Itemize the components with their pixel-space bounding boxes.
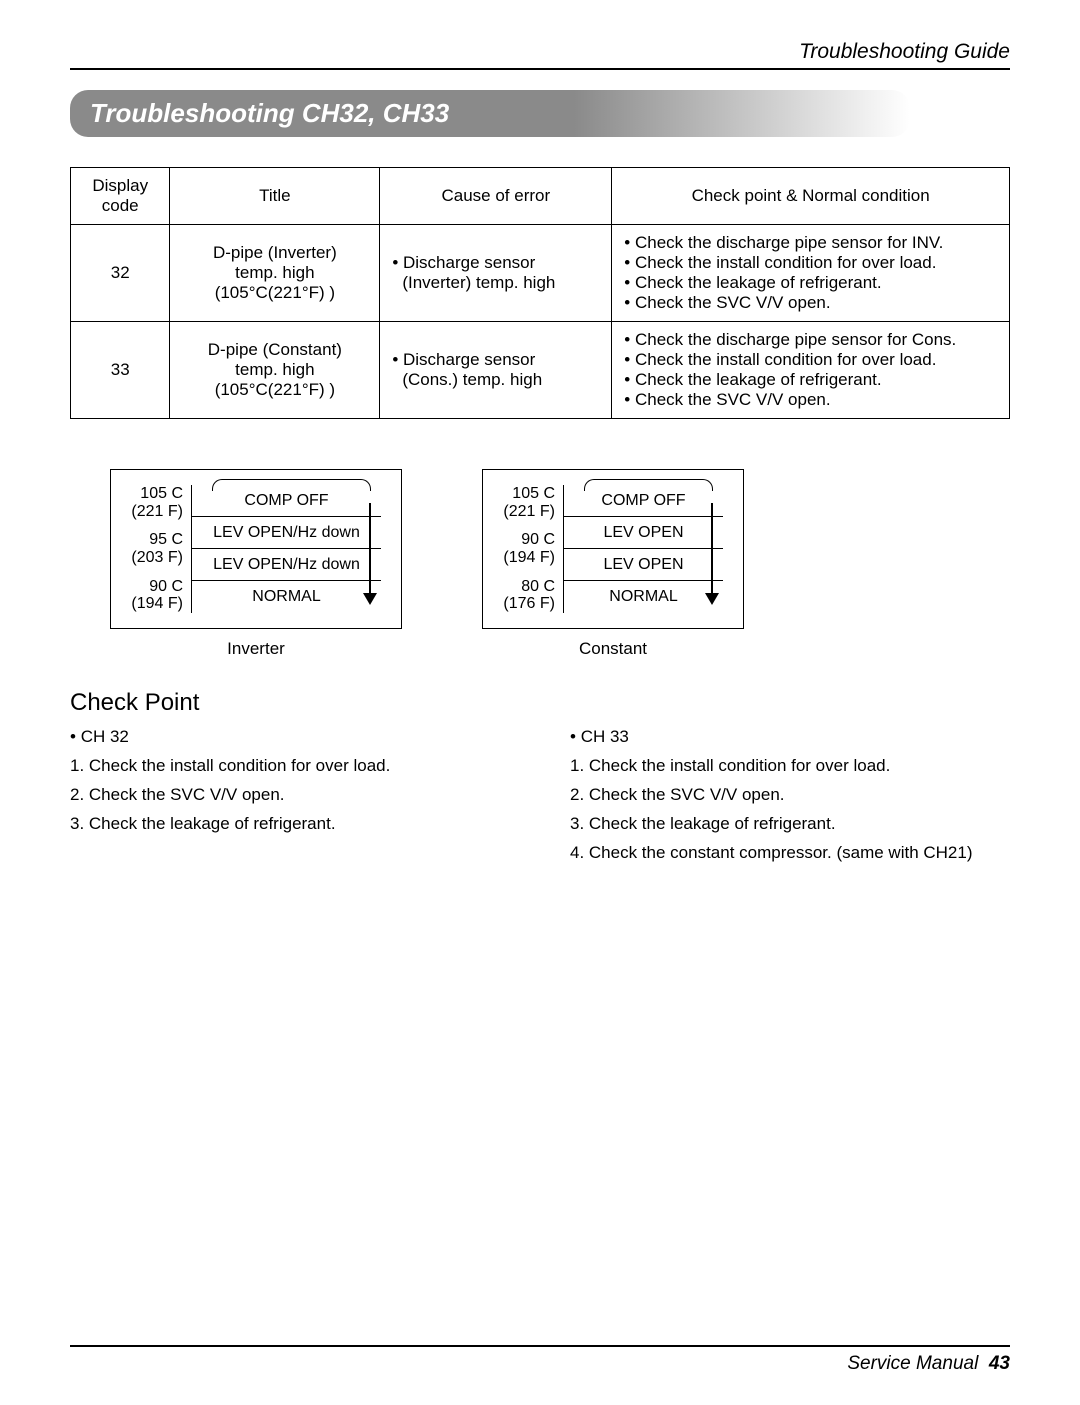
th-code: Display code xyxy=(71,168,170,225)
state-label: NORMAL xyxy=(609,588,677,606)
cell-title-l3: (105°C(221°F) ) xyxy=(182,380,367,400)
state-label: LEV OPEN xyxy=(603,556,683,574)
temp-label: 105 C(221 F) xyxy=(493,485,555,520)
check-item: Check the discharge pipe sensor for Cons… xyxy=(624,330,997,350)
footer-page-number: 43 xyxy=(989,1353,1010,1374)
state-row: COMP OFF xyxy=(191,485,381,517)
cell-cause-l2: (Cons.) temp. high xyxy=(392,370,599,390)
arrow-down-icon xyxy=(363,593,377,605)
cell-code: 33 xyxy=(71,322,170,419)
check-point-right: CH 33 1. Check the install condition for… xyxy=(570,723,1010,867)
cell-title: D-pipe (Constant) temp. high (105°C(221°… xyxy=(170,322,380,419)
state-label: COMP OFF xyxy=(601,492,685,510)
state-row: COMP OFF xyxy=(563,485,723,517)
cell-check: Check the discharge pipe sensor for INV.… xyxy=(612,225,1010,322)
cp-heading: CH 32 xyxy=(70,723,510,752)
cell-cause-l1: • Discharge sensor xyxy=(392,253,599,273)
check-item: Check the SVC V/V open. xyxy=(624,293,997,313)
diagram-box: 105 C(221 F) 95 C(203 F) 90 C(194 F) COM… xyxy=(110,469,402,629)
check-point-title: Check Point xyxy=(70,689,1010,717)
cell-title: D-pipe (Inverter) temp. high (105°C(221°… xyxy=(170,225,380,322)
temp-column: 105 C(221 F) 95 C(203 F) 90 C(194 F) xyxy=(121,485,191,613)
page-footer: Service Manual 43 xyxy=(70,1345,1010,1375)
cell-cause-l2: (Inverter) temp. high xyxy=(392,273,599,293)
check-item: Check the leakage of refrigerant. xyxy=(624,273,997,293)
table-row: 33 D-pipe (Constant) temp. high (105°C(2… xyxy=(71,322,1010,419)
diagrams-row: 105 C(221 F) 95 C(203 F) 90 C(194 F) COM… xyxy=(110,469,1010,659)
arrow-line-icon xyxy=(711,503,713,603)
cell-cause: • Discharge sensor (Inverter) temp. high xyxy=(380,225,612,322)
cell-cause: • Discharge sensor (Cons.) temp. high xyxy=(380,322,612,419)
check-item: Check the install condition for over loa… xyxy=(624,253,997,273)
error-table: Display code Title Cause of error Check … xyxy=(70,167,1010,419)
check-item: Check the leakage of refrigerant. xyxy=(624,370,997,390)
cell-title-l2: temp. high xyxy=(182,360,367,380)
temp-label: 105 C(221 F) xyxy=(121,485,183,520)
section-banner: Troubleshooting CH32, CH33 xyxy=(70,90,910,137)
diagram-constant: 105 C(221 F) 90 C(194 F) 80 C(176 F) COM… xyxy=(482,469,744,659)
header-guide-title: Troubleshooting Guide xyxy=(70,40,1010,70)
check-item: Check the SVC V/V open. xyxy=(624,390,997,410)
state-label: LEV OPEN xyxy=(603,524,683,542)
check-point-section: Check Point CH 32 1. Check the install c… xyxy=(70,689,1010,867)
state-label: LEV OPEN/Hz down xyxy=(213,556,360,574)
cp-item: 3. Check the leakage of refrigerant. xyxy=(570,810,1010,839)
th-title: Title xyxy=(170,168,380,225)
cell-title-l1: D-pipe (Constant) xyxy=(182,340,367,360)
state-row: NORMAL xyxy=(191,581,381,613)
state-row: NORMAL xyxy=(563,581,723,613)
arrow-down-icon xyxy=(705,593,719,605)
curve-icon xyxy=(212,479,371,491)
table-row: 32 D-pipe (Inverter) temp. high (105°C(2… xyxy=(71,225,1010,322)
cell-cause-l1: • Discharge sensor xyxy=(392,350,599,370)
check-item: Check the discharge pipe sensor for INV. xyxy=(624,233,997,253)
state-row: LEV OPEN/Hz down xyxy=(191,517,381,549)
footer-label: Service Manual xyxy=(847,1353,978,1374)
state-row: LEV OPEN xyxy=(563,517,723,549)
check-point-left: CH 32 1. Check the install condition for… xyxy=(70,723,510,867)
cell-title-l2: temp. high xyxy=(182,263,367,283)
check-item: Check the install condition for over loa… xyxy=(624,350,997,370)
state-label: COMP OFF xyxy=(244,492,328,510)
arrow-line-icon xyxy=(369,503,371,603)
cell-title-l1: D-pipe (Inverter) xyxy=(182,243,367,263)
temp-label: 95 C(203 F) xyxy=(121,531,183,566)
state-column: COMP OFF LEV OPEN/Hz down LEV OPEN/Hz do… xyxy=(191,485,381,613)
temp-label: 80 C(176 F) xyxy=(493,578,555,613)
cp-item: 1. Check the install condition for over … xyxy=(70,752,510,781)
cell-check: Check the discharge pipe sensor for Cons… xyxy=(612,322,1010,419)
cell-code: 32 xyxy=(71,225,170,322)
cp-item: 2. Check the SVC V/V open. xyxy=(570,781,1010,810)
state-column: COMP OFF LEV OPEN LEV OPEN NORMAL xyxy=(563,485,723,613)
state-label: LEV OPEN/Hz down xyxy=(213,524,360,542)
curve-icon xyxy=(584,479,713,491)
cp-heading: CH 33 xyxy=(570,723,1010,752)
cell-title-l3: (105°C(221°F) ) xyxy=(182,283,367,303)
state-label: NORMAL xyxy=(252,588,320,606)
cp-item: 2. Check the SVC V/V open. xyxy=(70,781,510,810)
cp-item: 3. Check the leakage of refrigerant. xyxy=(70,810,510,839)
diagram-box: 105 C(221 F) 90 C(194 F) 80 C(176 F) COM… xyxy=(482,469,744,629)
diagram-caption: Inverter xyxy=(227,639,285,659)
state-row: LEV OPEN/Hz down xyxy=(191,549,381,581)
state-row: LEV OPEN xyxy=(563,549,723,581)
temp-label: 90 C(194 F) xyxy=(493,531,555,566)
table-header-row: Display code Title Cause of error Check … xyxy=(71,168,1010,225)
th-cause: Cause of error xyxy=(380,168,612,225)
th-check: Check point & Normal condition xyxy=(612,168,1010,225)
temp-column: 105 C(221 F) 90 C(194 F) 80 C(176 F) xyxy=(493,485,563,613)
diagram-caption: Constant xyxy=(579,639,647,659)
cp-item: 4. Check the constant compressor. (same … xyxy=(570,839,1010,868)
cp-item: 1. Check the install condition for over … xyxy=(570,752,1010,781)
temp-label: 90 C(194 F) xyxy=(121,578,183,613)
diagram-inverter: 105 C(221 F) 95 C(203 F) 90 C(194 F) COM… xyxy=(110,469,402,659)
